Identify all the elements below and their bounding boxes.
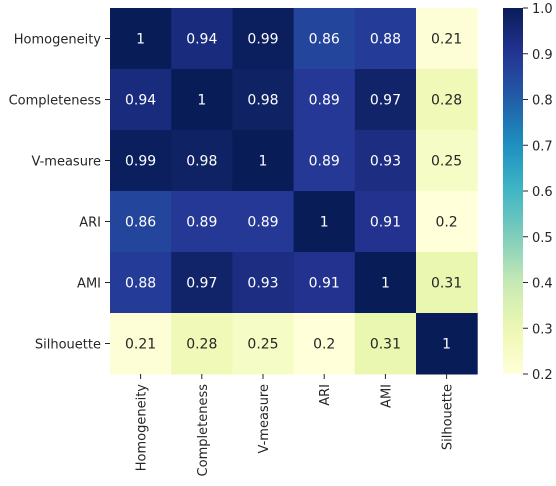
cell-value-label: 0.21: [125, 337, 156, 353]
heatmap-cell: [171, 8, 233, 70]
heatmap-cell: [354, 191, 417, 253]
heatmap-cell: [416, 313, 478, 375]
heatmap-cell: [232, 130, 295, 192]
heatmap-cell: [293, 130, 356, 192]
cell-value-label: 0.94: [186, 32, 217, 48]
cell-value-label: 0.2: [435, 215, 457, 231]
cell-value-label: 0.31: [431, 276, 462, 292]
colorbar-tick-label: 0.3: [532, 322, 553, 337]
colorbar-gradient: [503, 8, 523, 374]
cell-value-label: 0.25: [247, 337, 278, 353]
x-tick-labels: Homogeneity Completeness V-measure ARI AMI Si…: [135, 374, 456, 476]
cell-value-label: 1: [320, 215, 329, 231]
heatmap-cell: [171, 313, 233, 375]
cell-value-label: 1: [136, 32, 145, 48]
heatmap-cells: 1 0.94 0.99 0.86 0.88 0.210.94 1 0.98 0.89 0.97 0.…: [110, 8, 478, 375]
cell-value-label: 0.21: [431, 32, 462, 48]
x-tick-label: ARI: [318, 384, 333, 406]
colorbar-tick-label: 0.9: [532, 48, 553, 63]
cell-value-label: 0.89: [309, 154, 340, 170]
heatmap-cell: [354, 313, 417, 375]
cell-value-label: 1: [381, 276, 390, 292]
cell-value-label: 1: [197, 93, 206, 109]
x-tick-label: Homogeneity: [135, 384, 150, 472]
cell-value-label: 0.89: [309, 93, 340, 109]
cell-value-label: 0.98: [247, 93, 278, 109]
y-tick-label: ARI: [79, 216, 101, 231]
x-tick-label: V-measure: [257, 384, 272, 454]
cell-value-label: 0.31: [370, 337, 401, 353]
y-tick-label: Homogeneity: [14, 33, 102, 48]
heatmap-cell: [354, 252, 417, 314]
heatmap-cell: [354, 130, 417, 192]
colorbar-tick-label: 0.6: [532, 185, 553, 200]
colorbar-tick-label: 0.2: [532, 368, 553, 383]
colorbar-tick-label: 0.8: [532, 94, 553, 109]
heatmap-cell: [293, 191, 356, 253]
cell-value-label: 0.88: [370, 32, 401, 48]
cell-value-label: 0.89: [186, 215, 217, 231]
heatmap-cell: [171, 191, 233, 253]
heatmap-cell: [416, 252, 478, 314]
y-tick-label: AMI: [77, 277, 101, 292]
heatmap-cell: [416, 191, 478, 253]
cell-value-label: 0.28: [186, 337, 217, 353]
heatmap-cell: [416, 130, 478, 192]
cell-value-label: 0.86: [125, 215, 156, 231]
cell-value-label: 0.25: [431, 154, 462, 170]
cell-value-label: 0.91: [309, 276, 340, 292]
heatmap-cell: [416, 8, 478, 70]
cell-value-label: 0.91: [370, 215, 401, 231]
colorbar-tick-label: 1.0: [532, 2, 553, 17]
heatmap-cell: [171, 130, 233, 192]
cell-value-label: 0.97: [370, 93, 401, 109]
heatmap-cell: [232, 8, 295, 70]
heatmap-cell: [110, 252, 172, 314]
x-tick-label: Silhouette: [441, 384, 456, 450]
heatmap-cell: [110, 313, 172, 375]
cell-value-label: 0.28: [431, 93, 462, 109]
colorbar: 0.2 0.3 0.4 0.5 0.6 0.7 0.8 0.9 1.0: [503, 2, 553, 383]
heatmap-cell: [110, 191, 172, 253]
heatmap-cell: [171, 69, 233, 131]
heatmap-cell: [110, 130, 172, 192]
heatmap-cell: [293, 252, 356, 314]
cell-value-label: 1: [259, 154, 268, 170]
colorbar-tick-label: 0.4: [532, 277, 553, 292]
heatmap-cell: [110, 69, 172, 131]
y-tick-label: Completeness: [9, 94, 102, 109]
cell-value-label: 0.86: [309, 32, 340, 48]
cell-value-label: 0.97: [186, 276, 217, 292]
heatmap-cell: [293, 8, 356, 70]
heatmap-cell: [171, 252, 233, 314]
y-tick-labels: Homogeneity Completeness V-measure ARI AMI Si…: [9, 33, 110, 353]
heatmap-cell: [232, 313, 295, 375]
colorbar-tick-label: 0.7: [532, 139, 553, 154]
cell-value-label: 0.88: [125, 276, 156, 292]
y-tick-label: V-measure: [31, 155, 101, 170]
heatmap-cell: [354, 8, 417, 70]
cell-value-label: 0.2: [313, 337, 335, 353]
cell-value-label: 0.99: [247, 32, 278, 48]
heatmap-cell: [293, 313, 356, 375]
cell-value-label: 0.94: [125, 93, 156, 109]
heatmap-cell: [232, 69, 295, 131]
heatmap-cell: [232, 252, 295, 314]
y-tick-label: Silhouette: [35, 338, 101, 353]
heatmap-cell: [293, 69, 356, 131]
cell-value-label: 0.93: [370, 154, 401, 170]
cell-value-label: 0.93: [247, 276, 278, 292]
cell-value-label: 0.99: [125, 154, 156, 170]
cell-value-label: 0.89: [247, 215, 278, 231]
cell-value-label: 0.98: [186, 154, 217, 170]
heatmap-cell: [232, 191, 295, 253]
cell-value-label: 1: [442, 337, 451, 353]
heatmap-cell: [110, 8, 172, 70]
x-tick-label: AMI: [379, 384, 394, 408]
colorbar-tick-label: 0.5: [532, 231, 553, 246]
heatmap-cell: [416, 69, 478, 131]
heatmap-cell: [354, 69, 417, 131]
x-tick-label: Completeness: [196, 384, 211, 477]
